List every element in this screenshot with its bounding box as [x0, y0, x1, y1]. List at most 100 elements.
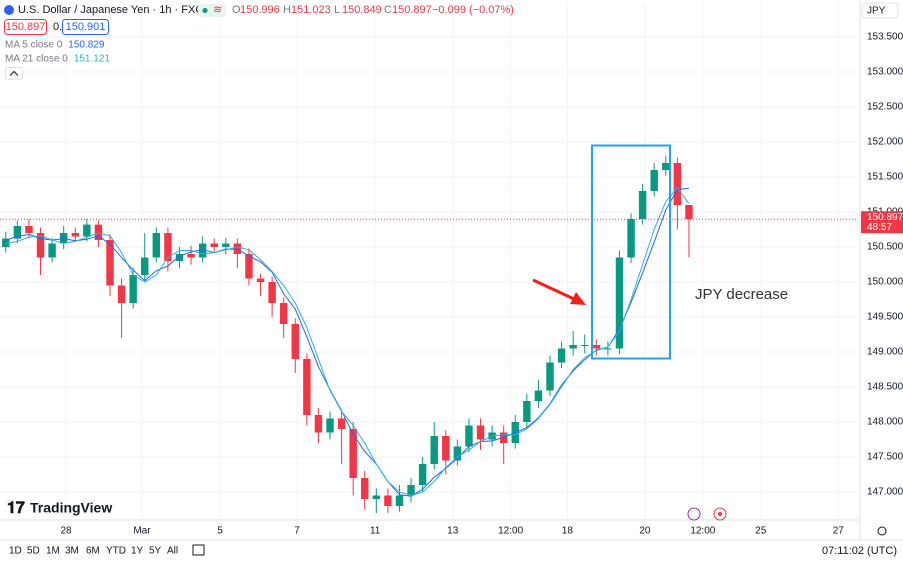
symbol-icon: [4, 5, 14, 15]
ohlc-key: H: [283, 4, 291, 16]
candle-body: [615, 257, 624, 349]
dividend-dot: [718, 512, 722, 516]
y-tick-label: 153.500: [867, 32, 903, 43]
candle-body: [407, 485, 415, 496]
ohlc-value: 151.023: [291, 4, 331, 16]
candle-body: [71, 233, 79, 237]
candle-body: [303, 359, 311, 415]
candle-body: [569, 345, 577, 349]
candle-body: [523, 401, 531, 422]
candle-body: [13, 226, 22, 239]
candle-body: [465, 425, 473, 447]
range-button[interactable]: 1D: [9, 546, 22, 557]
x-tick-label: 11: [370, 526, 381, 537]
currency[interactable]: JPY: [867, 6, 886, 17]
range-button[interactable]: 3M: [65, 546, 79, 557]
candle-body: [638, 191, 647, 219]
calendar-icon[interactable]: [192, 544, 205, 556]
moving-average: [5, 187, 689, 497]
settings-icon[interactable]: [877, 526, 887, 536]
ohlc: O 150.996 H 151.023 L 150.849 C 150.897: [232, 4, 432, 16]
legend-value: 151.121: [74, 54, 111, 65]
candle-body: [198, 243, 207, 258]
highlight-box: [591, 144, 671, 360]
ohlc-value: 150.849: [342, 4, 382, 16]
buy-button[interactable]: [62, 19, 109, 35]
candle-body: [187, 254, 195, 258]
x-tick-label: 20: [639, 526, 651, 537]
y-tick-label: 147.000: [867, 487, 903, 498]
badge-icon: ≋: [213, 4, 222, 16]
collapse-icon: [9, 70, 19, 76]
candle-body: [245, 254, 253, 279]
candle-body: [291, 324, 299, 359]
moving-average: [5, 186, 690, 497]
x-tick-label: 18: [562, 526, 574, 537]
y-tick-label: 152.000: [867, 137, 903, 148]
currency-box[interactable]: [861, 2, 899, 19]
event-icon[interactable]: [687, 507, 701, 521]
candle-body: [604, 348, 612, 350]
candle-body: [175, 254, 184, 261]
ohlc-key: C: [384, 4, 392, 16]
candle-body: [581, 345, 589, 346]
ohlc-value: 150.996: [240, 4, 280, 16]
candle-body: [395, 495, 404, 506]
candle-body: [650, 170, 658, 191]
legend-value: 150.829: [68, 40, 105, 51]
candle-body: [442, 436, 450, 461]
ohlc-key: L: [334, 4, 340, 16]
buy-price[interactable]: 150.901: [66, 21, 106, 33]
range-button[interactable]: All: [167, 546, 178, 557]
candle-body: [222, 243, 230, 247]
candle-body: [534, 390, 543, 401]
arrow-shaft: [532, 278, 575, 301]
collapse-button[interactable]: [5, 67, 23, 80]
y-tick-label: 148.000: [867, 417, 903, 428]
range-button[interactable]: 1M: [46, 546, 60, 557]
candle-body: [314, 415, 323, 433]
market-open-dot: [202, 8, 208, 13]
candle-body: [210, 243, 218, 247]
candle-body: [627, 219, 635, 258]
candle-body: [268, 282, 276, 303]
candle-body: [106, 240, 114, 286]
candle-body: [2, 238, 10, 247]
candle-body: [384, 495, 392, 506]
sell-price[interactable]: 150.897: [6, 21, 46, 33]
candle-body: [48, 243, 56, 258]
candle-body: [164, 233, 172, 261]
x-tick-label: 28: [60, 526, 72, 537]
y-tick-label: 149.500: [867, 312, 903, 323]
y-tick-label: 147.500: [867, 452, 903, 463]
x-tick-label: 25: [755, 526, 767, 537]
candle-body: [25, 226, 33, 233]
range-button[interactable]: 5Y: [149, 546, 162, 557]
candle-body: [673, 163, 682, 205]
range-button[interactable]: YTD: [106, 546, 126, 557]
candle-body: [430, 436, 438, 464]
x-tick-label: 12:00: [690, 526, 715, 537]
logo-mark: 𝟏𝟕: [7, 500, 25, 517]
y-tick-label: 149.000: [867, 347, 903, 358]
x-tick-label: 13: [447, 526, 459, 537]
candle-body: [36, 233, 45, 258]
candle-body: [349, 429, 357, 478]
range-button[interactable]: 5D: [27, 546, 40, 557]
range-button[interactable]: 6M: [86, 546, 100, 557]
x-tick-label: 7: [294, 526, 300, 537]
candle-body: [141, 257, 149, 275]
grid: [0, 2, 858, 520]
x-tick-label: 27: [833, 526, 845, 537]
sell-button[interactable]: [4, 19, 47, 35]
candle-body: [337, 418, 346, 429]
candle-body: [592, 345, 601, 349]
market-badge: [198, 4, 226, 17]
y-tick-label: 151.500: [867, 172, 903, 183]
candle-body: [662, 163, 670, 170]
candle-body: [94, 224, 103, 240]
y-tick-label: 148.500: [867, 382, 903, 393]
range-button[interactable]: 1Y: [131, 546, 144, 557]
